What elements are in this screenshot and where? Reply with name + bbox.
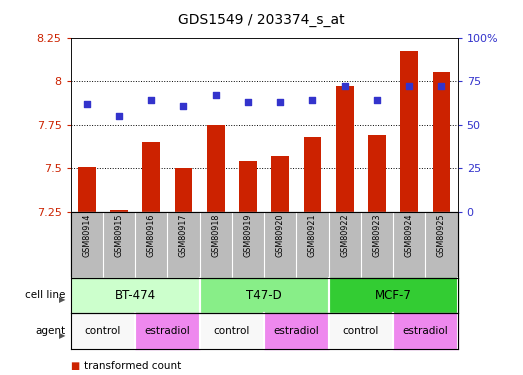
Text: estradiol: estradiol [274, 326, 319, 336]
Text: GSM80925: GSM80925 [437, 214, 446, 257]
Bar [110, 210, 128, 212]
Point [437, 83, 446, 89]
Point [340, 83, 349, 89]
Point [211, 92, 220, 98]
Text: estradiol: estradiol [403, 326, 448, 336]
Point [115, 113, 123, 119]
Text: BT-474: BT-474 [115, 289, 156, 302]
Text: ■: ■ [71, 361, 80, 370]
Text: GSM80924: GSM80924 [405, 214, 414, 257]
Bar [239, 161, 257, 212]
Point [309, 97, 317, 103]
Bar [175, 168, 192, 212]
Text: control: control [343, 326, 379, 336]
Point [405, 83, 413, 89]
Bar [304, 137, 321, 212]
Text: GSM80915: GSM80915 [115, 214, 123, 257]
Text: MCF-7: MCF-7 [374, 289, 412, 302]
Text: T47-D: T47-D [246, 289, 282, 302]
Point [83, 101, 91, 107]
Text: control: control [85, 326, 121, 336]
Point [147, 97, 155, 103]
Text: ▶: ▶ [59, 296, 65, 304]
Text: GSM80923: GSM80923 [372, 214, 381, 257]
Text: cell line: cell line [25, 290, 65, 300]
Text: control: control [214, 326, 250, 336]
Text: estradiol: estradiol [144, 326, 190, 336]
Point [276, 99, 285, 105]
Point [179, 102, 188, 108]
Bar [336, 86, 354, 212]
Text: GSM80921: GSM80921 [308, 214, 317, 257]
Text: GSM80917: GSM80917 [179, 214, 188, 257]
Bar [368, 135, 386, 212]
Bar [401, 51, 418, 212]
Text: GSM80920: GSM80920 [276, 214, 285, 257]
Text: GSM80914: GSM80914 [82, 214, 91, 257]
Bar [78, 166, 96, 212]
Text: agent: agent [35, 326, 65, 336]
Text: GDS1549 / 203374_s_at: GDS1549 / 203374_s_at [178, 13, 345, 27]
Bar [142, 142, 160, 212]
Bar [207, 125, 224, 212]
Text: ▶: ▶ [59, 331, 65, 340]
Point [373, 97, 381, 103]
Text: GSM80918: GSM80918 [211, 214, 220, 257]
Bar [271, 156, 289, 212]
Text: GSM80919: GSM80919 [244, 214, 253, 257]
Text: GSM80916: GSM80916 [147, 214, 156, 257]
Point [244, 99, 252, 105]
Bar [433, 72, 450, 212]
Text: GSM80922: GSM80922 [340, 214, 349, 257]
Text: transformed count: transformed count [84, 361, 181, 370]
